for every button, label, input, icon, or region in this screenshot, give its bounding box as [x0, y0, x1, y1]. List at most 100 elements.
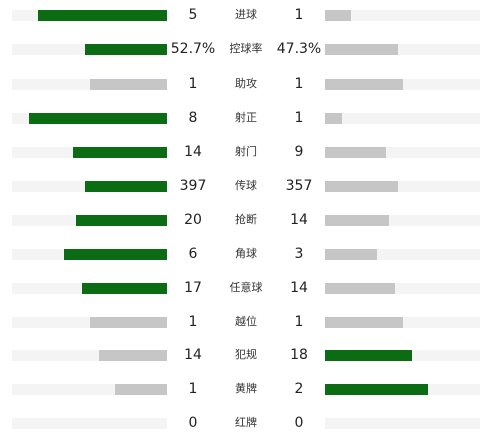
- home-value: 6: [188, 246, 198, 262]
- away-value: 1: [294, 7, 304, 23]
- home-value: 397: [179, 178, 207, 194]
- away-bar-track: [325, 317, 480, 328]
- home-value: 8: [188, 110, 198, 126]
- away-bar: [325, 44, 399, 55]
- home-value: 5: [188, 7, 198, 23]
- away-bar: [325, 249, 377, 260]
- home-bar: [89, 79, 167, 90]
- away-bar-track: [325, 283, 480, 294]
- away-bar: [325, 350, 413, 361]
- home-value: 17: [184, 280, 202, 296]
- stat-label: 控球率: [229, 42, 263, 55]
- away-value: 47.3%: [276, 41, 322, 57]
- away-bar: [325, 283, 395, 294]
- stat-label: 黄牌: [235, 382, 257, 395]
- stat-label: 抢断: [235, 213, 257, 226]
- away-value: 2: [294, 381, 304, 397]
- away-value: 1: [294, 110, 304, 126]
- away-value: 9: [294, 144, 304, 160]
- away-bar-track: [325, 350, 480, 361]
- home-bar: [63, 249, 167, 260]
- stat-label: 传球: [235, 179, 257, 192]
- away-value: 14: [290, 280, 308, 296]
- stat-label: 任意球: [229, 281, 263, 294]
- stat-row-passes: 397 传球 357: [0, 175, 500, 197]
- away-value: 14: [290, 212, 308, 228]
- stat-row-offsides: 1 越位 1: [0, 311, 500, 333]
- away-bar-track: [325, 181, 480, 192]
- home-bar-track: [12, 317, 167, 328]
- stat-label: 红牌: [235, 416, 257, 429]
- home-bar: [72, 147, 167, 158]
- away-bar: [325, 384, 429, 395]
- stat-row-shots: 14 射门 9: [0, 141, 500, 163]
- stat-label: 射正: [235, 111, 257, 124]
- home-bar-track: [12, 113, 167, 124]
- away-bar: [325, 113, 343, 124]
- away-value: 1: [294, 76, 304, 92]
- home-bar-track: [12, 44, 167, 55]
- stat-row-red-cards: 0 红牌 0: [0, 412, 500, 434]
- stat-label: 越位: [235, 315, 257, 328]
- home-value: 1: [188, 381, 198, 397]
- home-bar-track: [12, 283, 167, 294]
- away-bar-track: [325, 249, 480, 260]
- stat-row-yellow-cards: 1 黄牌 2: [0, 378, 500, 400]
- stat-row-shots-on-target: 8 射正 1: [0, 107, 500, 129]
- away-value: 18: [290, 347, 308, 363]
- stat-row-tackles: 20 抢断 14: [0, 209, 500, 231]
- away-value: 3: [294, 246, 304, 262]
- away-bar-track: [325, 113, 480, 124]
- stat-row-corners: 6 角球 3: [0, 243, 500, 265]
- home-value: 0: [188, 415, 198, 431]
- stat-row-fouls: 14 犯规 18: [0, 344, 500, 366]
- home-value: 14: [184, 347, 202, 363]
- home-bar-track: [12, 384, 167, 395]
- home-value: 20: [184, 212, 202, 228]
- home-bar-track: [12, 249, 167, 260]
- home-bar: [29, 113, 167, 124]
- stat-label: 助攻: [235, 77, 257, 90]
- home-bar-track: [12, 418, 167, 429]
- home-value: 14: [184, 144, 202, 160]
- home-bar: [89, 317, 167, 328]
- home-bar: [115, 384, 167, 395]
- home-bar: [82, 283, 167, 294]
- home-bar-track: [12, 215, 167, 226]
- stat-label: 射门: [235, 145, 257, 158]
- stat-row-free-kicks: 17 任意球 14: [0, 277, 500, 299]
- home-bar-track: [12, 10, 167, 21]
- stat-row-assists: 1 助攻 1: [0, 73, 500, 95]
- home-bar: [37, 10, 167, 21]
- home-bar-track: [12, 79, 167, 90]
- away-bar: [325, 10, 351, 21]
- home-value: 52.7%: [170, 41, 216, 57]
- home-bar: [99, 350, 167, 361]
- away-value: 1: [294, 314, 304, 330]
- away-value: 0: [294, 415, 304, 431]
- away-bar: [325, 147, 386, 158]
- away-bar-track: [325, 418, 480, 429]
- away-bar-track: [325, 384, 480, 395]
- stat-label: 进球: [235, 8, 257, 21]
- home-bar: [85, 44, 167, 55]
- home-bar-track: [12, 181, 167, 192]
- home-value: 1: [188, 314, 198, 330]
- home-bar-track: [12, 350, 167, 361]
- away-bar: [325, 215, 389, 226]
- stat-label: 犯规: [235, 348, 257, 361]
- away-bar-track: [325, 44, 480, 55]
- away-bar-track: [325, 79, 480, 90]
- away-bar: [325, 181, 399, 192]
- away-bar-track: [325, 215, 480, 226]
- away-bar: [325, 317, 403, 328]
- home-bar: [75, 215, 167, 226]
- home-bar: [85, 181, 167, 192]
- stat-label: 角球: [235, 247, 257, 260]
- away-bar-track: [325, 147, 480, 158]
- away-bar: [325, 79, 403, 90]
- away-value: 357: [285, 178, 313, 194]
- stat-row-goals: 5 进球 1: [0, 4, 500, 26]
- home-bar-track: [12, 147, 167, 158]
